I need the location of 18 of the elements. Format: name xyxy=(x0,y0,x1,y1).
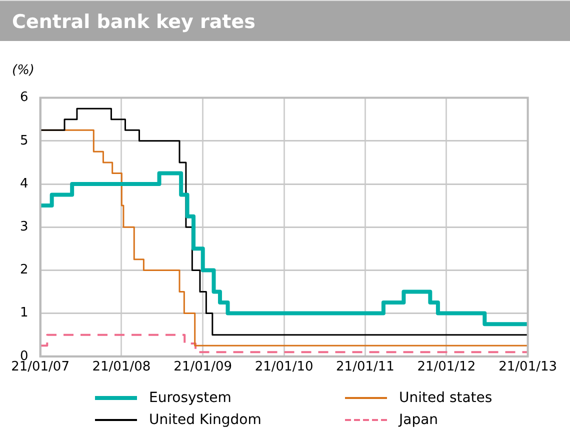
y-tick-label: 2 xyxy=(20,262,28,278)
x-tick-label: 21/01/10 xyxy=(254,360,314,375)
y-tick-label: 5 xyxy=(20,133,28,148)
y-tick-label: 6 xyxy=(20,90,28,106)
x-tick-label: 21/01/11 xyxy=(336,360,394,375)
legend-label: United Kingdom xyxy=(149,412,262,428)
legend-label: United states xyxy=(399,390,492,406)
x-tick-label: 21/01/09 xyxy=(174,360,232,375)
y-tick-label: 1 xyxy=(20,306,28,321)
y-tick-label: 4 xyxy=(20,176,28,192)
chart-title: Central bank key rates xyxy=(0,0,570,41)
x-tick-label: 21/01/08 xyxy=(92,360,151,375)
legend-label: Eurosystem xyxy=(149,390,232,406)
y-tick-label: 3 xyxy=(20,219,28,234)
x-tick-label: 21/01/12 xyxy=(417,360,476,375)
y-axis-title: (%) xyxy=(12,63,34,78)
legend-label: Japan xyxy=(399,412,438,428)
x-tick-label: 21/01/13 xyxy=(498,360,557,375)
